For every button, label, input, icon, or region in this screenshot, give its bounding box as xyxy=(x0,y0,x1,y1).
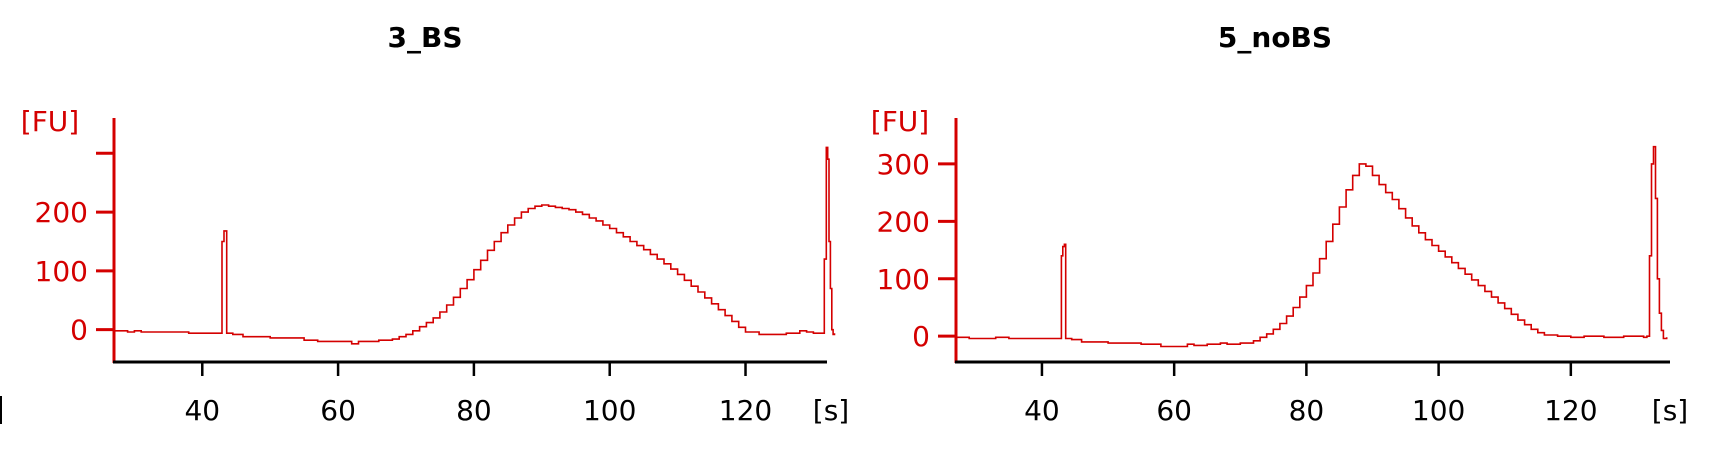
series-trace xyxy=(114,146,836,345)
x-tick-label: 60 xyxy=(1156,394,1192,427)
y-tick-label: 100 xyxy=(35,255,88,288)
y-tick-label: 200 xyxy=(877,205,930,238)
y-tick-label: 0 xyxy=(912,320,930,353)
y-axis-label: [FU] xyxy=(871,105,929,138)
chart-title: 5_noBS xyxy=(1218,21,1332,54)
x-tick-label: 100 xyxy=(1412,394,1465,427)
x-tick-label: 40 xyxy=(1024,394,1060,427)
x-tick-label: 120 xyxy=(1544,394,1597,427)
y-axis-label: [FU] xyxy=(21,105,79,138)
partial-axis-fragment xyxy=(0,396,2,424)
x-axis-label: [s] xyxy=(1652,394,1688,427)
x-tick-label: 40 xyxy=(184,394,220,427)
chart-title: 3_BS xyxy=(388,21,463,54)
series-trace xyxy=(956,145,1668,348)
x-tick-label: 100 xyxy=(583,394,636,427)
y-tick-label: 200 xyxy=(35,196,88,229)
chart-panel-2: 5_noBS [FU] [s] 0 100 200 300 40 60 80 100 120 xyxy=(871,21,1688,427)
x-tick-label: 80 xyxy=(456,394,492,427)
y-tick-label: 100 xyxy=(877,263,930,296)
y-tick-label: 300 xyxy=(877,148,930,181)
x-tick-label: 120 xyxy=(719,394,772,427)
x-axis-label: [s] xyxy=(813,394,849,427)
x-tick-label: 80 xyxy=(1289,394,1325,427)
chart-panel-1: 3_BS [FU] [s] 0 100 200 40 60 80 100 120 xyxy=(21,21,849,427)
x-tick-label: 60 xyxy=(320,394,356,427)
y-tick-label: 0 xyxy=(70,314,88,347)
